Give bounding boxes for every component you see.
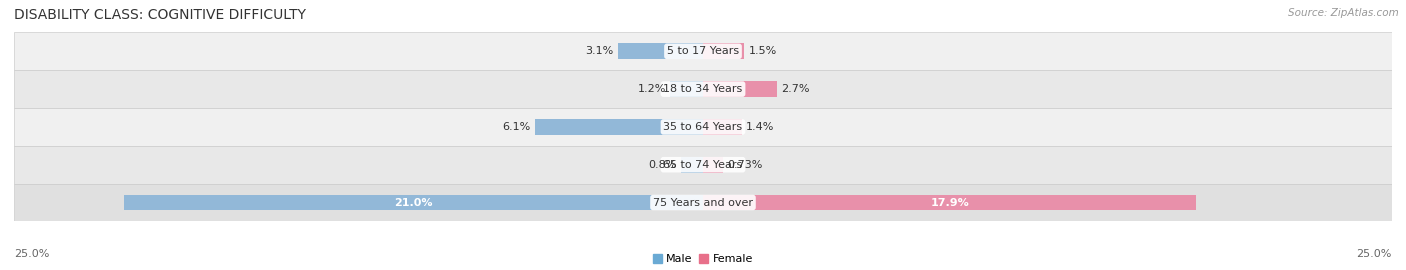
Legend: Male, Female: Male, Female — [648, 250, 758, 269]
Bar — [14, 70, 1392, 108]
Bar — [14, 32, 1392, 70]
Text: 1.5%: 1.5% — [748, 46, 776, 56]
Bar — [669, 81, 703, 97]
Text: 25.0%: 25.0% — [14, 249, 49, 259]
Text: 75 Years and over: 75 Years and over — [652, 197, 754, 208]
Text: 17.9%: 17.9% — [931, 197, 969, 208]
Text: 35 to 64 Years: 35 to 64 Years — [664, 122, 742, 132]
Bar — [681, 157, 703, 173]
Bar — [703, 81, 778, 97]
Text: 18 to 34 Years: 18 to 34 Years — [664, 84, 742, 94]
Text: 3.1%: 3.1% — [585, 46, 613, 56]
Bar — [124, 195, 703, 210]
Text: Source: ZipAtlas.com: Source: ZipAtlas.com — [1288, 8, 1399, 18]
Bar — [534, 119, 703, 135]
Text: 0.8%: 0.8% — [648, 160, 676, 170]
Bar — [617, 43, 703, 59]
Text: DISABILITY CLASS: COGNITIVE DIFFICULTY: DISABILITY CLASS: COGNITIVE DIFFICULTY — [14, 8, 307, 22]
Text: 0.73%: 0.73% — [727, 160, 762, 170]
Text: 65 to 74 Years: 65 to 74 Years — [664, 160, 742, 170]
Text: 1.4%: 1.4% — [745, 122, 775, 132]
Text: 21.0%: 21.0% — [395, 197, 433, 208]
Bar — [14, 108, 1392, 146]
Bar — [14, 146, 1392, 184]
Text: 1.2%: 1.2% — [637, 84, 666, 94]
Bar — [14, 184, 1392, 221]
Text: 6.1%: 6.1% — [502, 122, 531, 132]
Bar — [703, 43, 744, 59]
Text: 25.0%: 25.0% — [1357, 249, 1392, 259]
Text: 2.7%: 2.7% — [782, 84, 810, 94]
Text: 5 to 17 Years: 5 to 17 Years — [666, 46, 740, 56]
Bar — [703, 157, 723, 173]
Bar — [703, 119, 741, 135]
Bar — [703, 195, 1197, 210]
